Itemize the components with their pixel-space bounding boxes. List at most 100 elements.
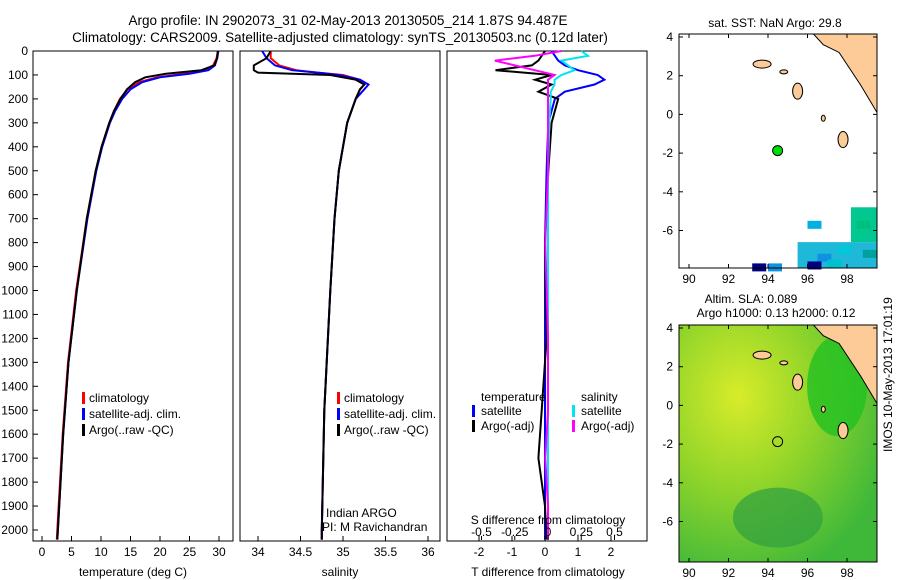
legend-label: Argo(-adj): [581, 419, 634, 433]
legend-label: satellite: [481, 404, 522, 418]
legend-swatch: [82, 408, 85, 420]
y-tick-label: 1800: [1, 475, 28, 489]
x-axis-label: T difference from climatology: [471, 565, 625, 579]
s-tick-label: -0.5: [471, 525, 492, 539]
legend-swatch: [572, 420, 575, 432]
lat-tick-label: -4: [662, 476, 673, 490]
legend-swatch: [82, 424, 85, 436]
legend-label: satellite: [581, 404, 622, 418]
plot-frame: [32, 50, 234, 542]
y-tick-label: 1600: [1, 427, 28, 441]
land-island: [820, 114, 826, 122]
series-line-2: [56, 50, 219, 540]
land-island: [779, 360, 789, 366]
legend-swatch: [472, 405, 475, 417]
lat-tick-label: -6: [662, 515, 673, 529]
legend-label: Argo(..raw -QC): [344, 423, 429, 437]
x-tick-label: 2: [608, 545, 615, 559]
y-tick-label: 1100: [2, 307, 28, 321]
diff-line-3: [494, 50, 562, 540]
legend-swatch: [572, 405, 575, 417]
legend-swatch: [337, 424, 340, 436]
series-line-2: [252, 50, 366, 540]
y-tick-label: 200: [8, 92, 28, 106]
lon-tick-label: 92: [722, 272, 736, 286]
sst-cell: [856, 220, 871, 229]
temperature-panel: 0 5 10 15 20 25 30 temperature (deg C) climatolo…: [1, 44, 234, 579]
sst-cell: [752, 263, 767, 272]
lat-tick-label: -4: [662, 185, 673, 199]
difference-panel: -2 -1 0 1 2 -0.5 -0.25 0 0.25 0.5S difference fro…: [446, 50, 648, 579]
s-tick-label: -0.25: [501, 525, 529, 539]
x-tick-label: 15: [124, 545, 138, 559]
lon-tick-label: 96: [801, 272, 815, 286]
annotation-pi: PI: M Ravichandran: [322, 520, 427, 534]
sst-map-title: sat. SST: NaN Argo: 29.8: [708, 16, 842, 30]
lon-tick-label: 94: [761, 566, 775, 580]
legend-label: Argo(-adj): [481, 419, 534, 433]
x-tick-label: 34: [251, 545, 265, 559]
sst-cell: [827, 259, 842, 268]
s-tick-label: 0.5: [606, 525, 623, 539]
annotation-indian-argo: Indian ARGO: [326, 506, 397, 520]
x-axis-label: temperature (deg C): [79, 565, 187, 579]
y-tick-label: 300: [8, 116, 28, 130]
x-tick-label: 35.5: [374, 545, 398, 559]
y-tick-label: 1000: [1, 284, 28, 298]
x-tick-label: -1: [507, 545, 518, 559]
y-tick-label: 100: [8, 68, 28, 82]
lat-tick-label: -2: [662, 146, 673, 160]
lon-tick-label: 90: [682, 272, 696, 286]
land-island: [752, 350, 772, 360]
lon-tick-label: 94: [761, 272, 775, 286]
y-tick-label: 900: [8, 260, 28, 274]
title-line-1: Argo profile: IN 2902073_31 02-May-2013 …: [128, 13, 567, 28]
legend-swatch: [82, 392, 85, 404]
legend-title-temperature: temperature: [481, 390, 546, 404]
x-tick-label: 20: [153, 545, 167, 559]
lat-tick-label: 0: [666, 107, 673, 121]
sla-map-subtitle: Argo h1000: 0.13 h2000: 0.12: [697, 306, 856, 320]
y-tick-label: 800: [8, 236, 28, 250]
lon-tick-label: 92: [722, 566, 736, 580]
y-tick-label: 600: [8, 188, 28, 202]
x-axis-label: salinity: [322, 565, 359, 579]
s-axis-label: S difference from climatology: [471, 513, 626, 527]
footer-stamp: IMOS 10-May-2013 17:01:19: [881, 297, 895, 452]
y-tick-label: 500: [8, 164, 28, 178]
lat-tick-label: 4: [666, 30, 673, 44]
salinity-panel: 34 34.5 35 35.5 36 salinity climatology satelli…: [239, 50, 441, 579]
sst-cell: [837, 245, 852, 254]
y-tick-label: 700: [8, 212, 28, 226]
x-tick-label: 0: [39, 545, 46, 559]
lat-tick-label: -6: [662, 224, 673, 238]
legend-label: climatology: [89, 391, 149, 405]
legend-label: Argo(..raw -QC): [89, 423, 174, 437]
s-tick-label: 0.25: [570, 525, 594, 539]
y-tick-label: 0: [21, 44, 28, 58]
y-tick-label: 1700: [1, 451, 28, 465]
x-tick-label: 5: [68, 545, 75, 559]
argo-position-marker: [772, 436, 784, 448]
y-tick-label: 2000: [1, 523, 28, 537]
sst-cell: [807, 261, 822, 270]
y-tick-label: 1900: [1, 499, 28, 513]
x-tick-label: 36: [421, 545, 435, 559]
x-tick-label: 25: [183, 545, 197, 559]
lon-tick-label: 96: [801, 566, 815, 580]
lat-tick-label: 2: [666, 69, 673, 83]
lon-tick-label: 98: [840, 566, 854, 580]
argo-position-marker: [772, 145, 784, 157]
sst-cell: [807, 220, 822, 229]
y-tick-label: 1500: [1, 403, 28, 417]
land-island: [752, 59, 772, 69]
sla-map-title: Altim. SLA: 0.089: [705, 292, 798, 306]
legend-swatch: [337, 408, 340, 420]
legend-title-salinity: salinity: [581, 390, 618, 404]
sst-map: sat. SST: NaN Argo: 29.8 90 92 94 96 98 4 2 0 -2 -…: [662, 16, 878, 286]
s-tick-label: 0: [545, 525, 552, 539]
x-tick-label: 1: [575, 545, 582, 559]
map-frame: [678, 324, 878, 563]
y-tick-label: 1200: [1, 331, 28, 345]
